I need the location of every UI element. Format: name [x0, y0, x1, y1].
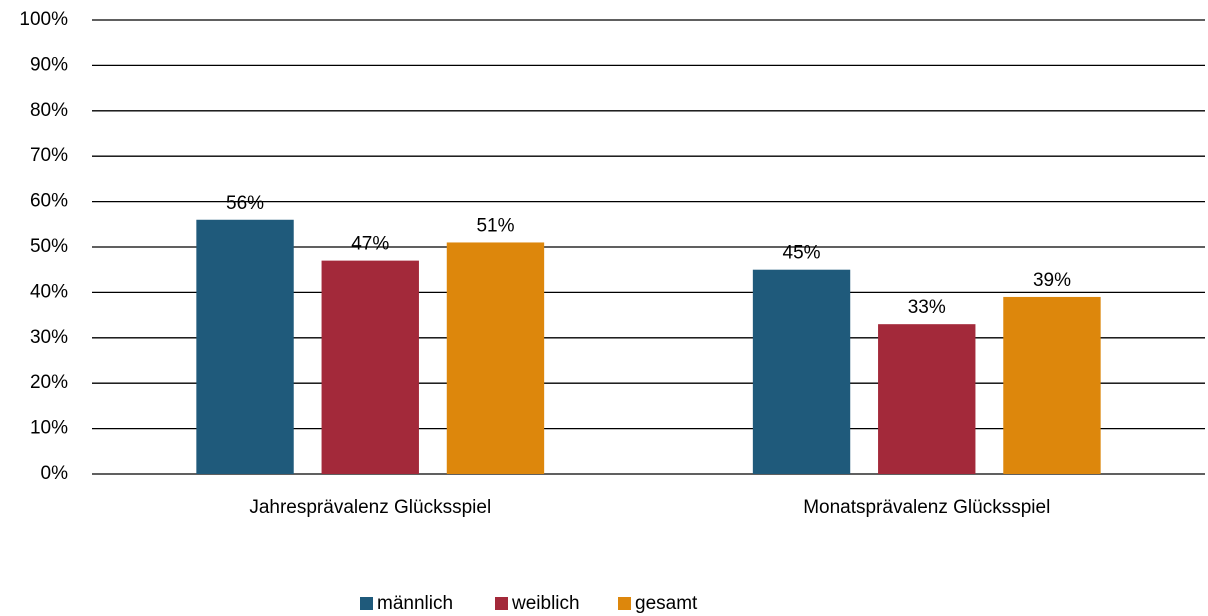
bar — [196, 219, 294, 474]
bar — [752, 269, 851, 474]
legend-label: gesamt — [635, 593, 698, 614]
y-tick-label: 0% — [41, 463, 69, 484]
data-label: 33% — [908, 297, 946, 318]
y-tick-label: 20% — [30, 372, 68, 393]
y-tick-label: 50% — [30, 236, 68, 257]
bar — [878, 324, 976, 474]
y-tick-label: 10% — [30, 418, 68, 439]
bar — [446, 242, 545, 474]
y-tick-label: 100% — [19, 9, 68, 30]
y-tick-label: 70% — [30, 145, 68, 166]
y-tick-label: 40% — [30, 281, 68, 302]
legend-swatch — [495, 597, 508, 610]
data-label: 47% — [351, 234, 389, 255]
data-label: 39% — [1033, 270, 1071, 291]
data-label: 51% — [476, 215, 514, 236]
data-label: 45% — [783, 243, 821, 264]
legend-swatch — [360, 597, 373, 610]
legend-label: männlich — [377, 593, 453, 614]
legend-label: weiblich — [511, 593, 580, 614]
bar — [321, 260, 419, 474]
bar — [1003, 296, 1101, 474]
y-tick-label: 90% — [30, 54, 68, 75]
y-tick-label: 80% — [30, 100, 68, 121]
x-tick-label: Jahresprävalenz Glücksspiel — [249, 497, 491, 518]
x-tick-label: Monatsprävalenz Glücksspiel — [803, 497, 1050, 518]
data-label: 56% — [226, 193, 264, 214]
y-tick-label: 60% — [30, 191, 68, 212]
y-tick-label: 30% — [30, 327, 68, 348]
legend-swatch — [618, 597, 631, 610]
